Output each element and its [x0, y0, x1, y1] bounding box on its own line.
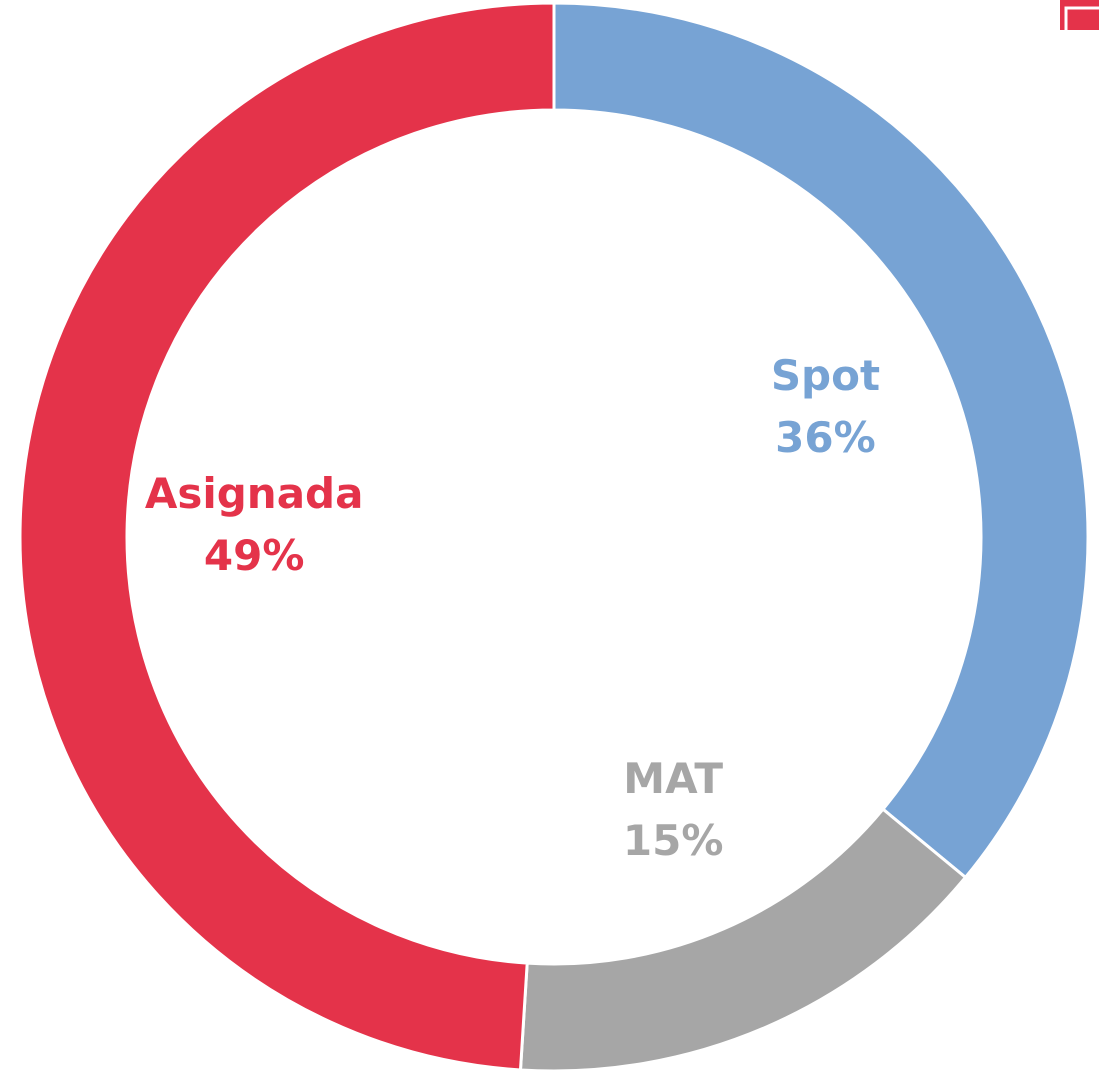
segment-value-label: 36%	[775, 413, 876, 462]
segment-value-label: 49%	[204, 531, 305, 580]
icon-stroke	[1064, 6, 1099, 30]
segment-label: Asignada	[145, 469, 364, 518]
donut-segment	[518, 807, 968, 1071]
donut-segment	[18, 1, 556, 1071]
corner-icon	[1060, 0, 1099, 30]
segment-value-label: 15%	[623, 816, 724, 865]
donut-segment	[552, 1, 1090, 880]
segment-label: Spot	[771, 351, 880, 400]
segment-label: MAT	[623, 754, 723, 803]
